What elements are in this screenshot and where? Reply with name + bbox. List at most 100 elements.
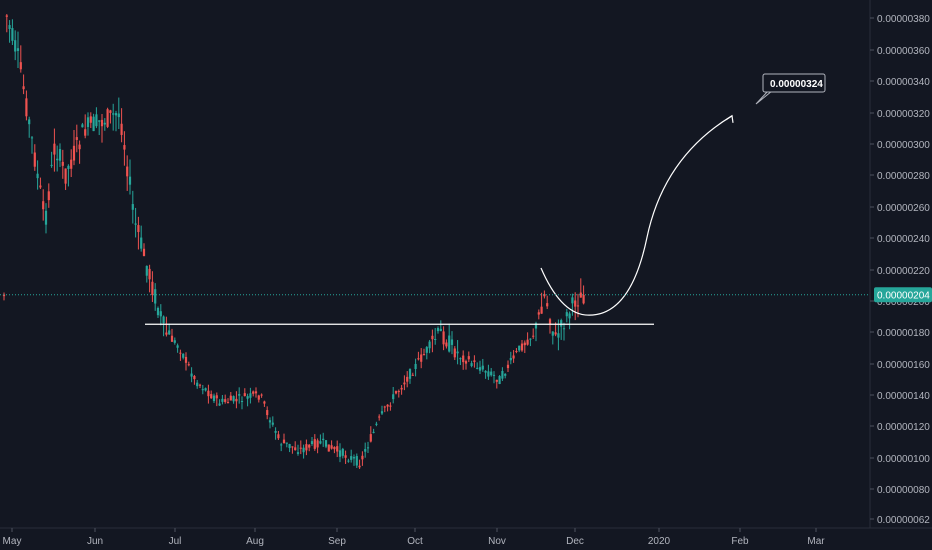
- candle-body: [2, 294, 6, 297]
- candle-body: [481, 365, 484, 370]
- candle-body: [128, 176, 132, 185]
- candle-body: [439, 328, 442, 332]
- candle-body: [252, 391, 255, 394]
- price-tag-background: [874, 287, 932, 303]
- candle-body: [411, 374, 414, 376]
- candle-body: [25, 98, 28, 117]
- candle-body: [294, 447, 297, 451]
- candle-body: [400, 387, 403, 390]
- y-tick-label: 0.00000240: [877, 234, 930, 245]
- candle-body: [240, 400, 244, 402]
- candle-body: [201, 389, 204, 391]
- candle-body: [478, 367, 482, 371]
- candle-body: [8, 25, 11, 29]
- x-tick-label: Oct: [407, 536, 423, 547]
- candle-body: [313, 439, 316, 449]
- y-tick-label: 0.00000062: [877, 515, 930, 526]
- candle-body: [28, 119, 31, 125]
- x-tick-label: Mar: [807, 536, 825, 547]
- candle-body: [338, 450, 342, 457]
- price-tag-label: 0.00000204: [877, 290, 930, 301]
- candle-body: [126, 166, 129, 177]
- candle-body: [56, 158, 59, 161]
- candle-body: [39, 185, 42, 188]
- candle-body: [224, 399, 227, 402]
- candle-body: [282, 439, 286, 444]
- candle-body: [271, 422, 274, 425]
- candle-body: [156, 307, 160, 316]
- candle-body: [302, 447, 305, 453]
- candle-body: [81, 124, 84, 128]
- candle-body: [98, 120, 101, 122]
- candle-body: [184, 356, 188, 363]
- candle-body: [131, 204, 134, 210]
- candle-body: [484, 370, 487, 373]
- y-tick-label: 0.00000160: [877, 360, 930, 371]
- candle-body: [582, 294, 585, 304]
- candle-body: [534, 323, 538, 329]
- candle-body: [159, 311, 162, 317]
- y-tick-label: 0.00000280: [877, 171, 930, 182]
- candle-body: [226, 402, 230, 404]
- candle-body: [207, 390, 210, 397]
- candle-body: [344, 455, 347, 458]
- candle-body: [518, 345, 521, 351]
- candle-body: [193, 376, 196, 380]
- callout-label: 0.00000324: [770, 79, 823, 90]
- candle-body: [198, 384, 202, 386]
- candle-body: [498, 376, 501, 384]
- candles-layer: [2, 14, 585, 469]
- candle-body: [296, 452, 300, 454]
- candle-body: [355, 456, 358, 466]
- candle-body: [406, 376, 409, 382]
- candle-body: [308, 444, 311, 448]
- candle-body: [453, 348, 456, 358]
- candle-body: [89, 116, 92, 123]
- candle-body: [428, 341, 431, 349]
- candle-body: [168, 330, 171, 335]
- candle-body: [397, 391, 400, 393]
- candle-body: [33, 152, 36, 167]
- candle-body: [554, 332, 557, 335]
- candle-body: [562, 328, 566, 330]
- candle-body: [229, 395, 232, 401]
- y-tick-label: 0.00000360: [877, 46, 930, 57]
- target-callout[interactable]: 0.00000324: [755, 73, 826, 105]
- projection-arrow[interactable]: [584, 115, 733, 316]
- candle-body: [232, 396, 235, 402]
- candle-body: [560, 320, 563, 327]
- candle-body: [11, 28, 14, 41]
- candle-body: [196, 382, 199, 387]
- candle-body: [260, 394, 263, 396]
- candle-body: [61, 161, 64, 166]
- candle-body: [58, 149, 62, 161]
- candle-body: [238, 394, 241, 396]
- candle-body: [509, 357, 512, 361]
- candle-body: [176, 345, 179, 348]
- candle-body: [512, 355, 515, 359]
- y-tick-label: 0.00000300: [877, 140, 930, 151]
- rounding-bottom-curve[interactable]: [540, 267, 586, 316]
- candle-body: [19, 62, 22, 70]
- candle-body: [67, 165, 70, 169]
- candle-body: [109, 110, 112, 113]
- candle-body: [501, 370, 504, 379]
- candle-body: [333, 446, 336, 450]
- candle-body: [434, 338, 437, 340]
- candle-body: [327, 444, 330, 452]
- candle-body: [487, 371, 490, 377]
- candle-body: [557, 333, 560, 338]
- candle-body: [571, 297, 574, 304]
- y-tick-label: 0.00000260: [877, 203, 930, 214]
- candle-body: [165, 332, 168, 335]
- candle-body: [392, 394, 395, 400]
- candle-body: [120, 123, 123, 135]
- candle-body: [170, 335, 174, 342]
- candle-body: [464, 361, 468, 364]
- candle-body: [70, 159, 73, 169]
- candle-body: [103, 122, 106, 125]
- candle-body: [212, 395, 216, 402]
- candle-body: [310, 441, 314, 445]
- callout-pointer: [755, 90, 773, 105]
